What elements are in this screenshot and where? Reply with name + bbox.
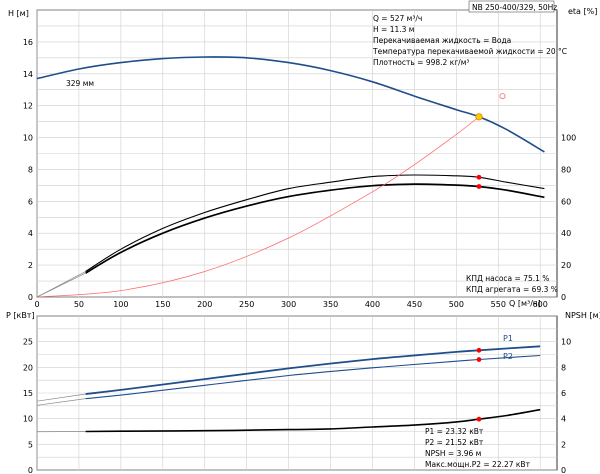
x-tick-label: 50 — [74, 300, 84, 309]
info-line: Плотность = 998.2 кг/м³ — [373, 58, 469, 67]
y-tick-label: 10 — [23, 134, 33, 143]
info-line: Перекачиваемая жидкость = Вода — [373, 36, 511, 45]
power-point-marker — [476, 357, 482, 362]
y-tick-label: 20 — [23, 363, 33, 372]
y2-tick-label: 6 — [561, 389, 566, 398]
chart-title: NB 250-400/329, 50Hz — [472, 3, 557, 12]
y-tick-label: 4 — [28, 229, 33, 238]
top-x-axis-label: Q [м³/ч] — [509, 299, 541, 308]
y-tick-label: 16 — [23, 38, 33, 47]
x-tick-label: 600 — [533, 300, 548, 309]
p2-series-label: P2 — [503, 352, 513, 361]
y-tick-label: 2 — [28, 261, 33, 270]
impeller-diameter-label: 329 мм — [66, 79, 94, 88]
y-tick-label: 5 — [28, 440, 33, 449]
series-line-P2 — [85, 354, 541, 400]
y2-tick-label: 10 — [561, 338, 571, 347]
power-point-marker — [476, 347, 482, 353]
y-tick-label: 8 — [28, 165, 33, 174]
pump-efficiency-text: КПД насоса = 75.1 % — [466, 274, 549, 283]
x-tick-label: 400 — [365, 300, 380, 309]
y2-tick-label: 4 — [561, 415, 566, 424]
reference-point-marker — [499, 93, 506, 100]
max-power-info-line: Макс.мощн.P2 = 22.27 кВт — [425, 460, 531, 469]
title-box — [468, 0, 555, 13]
p1-info-line: P1 = 23.32 кВт — [425, 427, 484, 436]
y2-tick-label: 60 — [561, 197, 571, 206]
series-line-P1 — [85, 345, 541, 395]
efficiency-extension-line — [36, 272, 86, 298]
y-tick-label: 12 — [23, 102, 33, 111]
x-tick-label: 300 — [281, 300, 296, 309]
series-line-NPSH — [85, 408, 541, 433]
y-tick-label: 10 — [23, 415, 33, 424]
info-line: Температура перекачиваемой жидкости = 20… — [372, 47, 567, 56]
y2-tick-label: 40 — [561, 229, 571, 238]
x-tick-label: 150 — [155, 300, 170, 309]
x-tick-label: 350 — [323, 300, 338, 309]
y-tick-label: 14 — [23, 70, 33, 79]
series-extension-line — [36, 393, 86, 402]
bottom-y-axis-label: P [кВт] — [6, 311, 35, 320]
y2-tick-label: 2 — [561, 440, 566, 449]
power-point-marker — [476, 416, 482, 422]
info-line: Q = 527 м³/ч — [373, 14, 422, 23]
bottom-y2-axis-label: NPSH [м] — [565, 311, 600, 320]
y2-tick-label: 100 — [561, 134, 576, 143]
top-y-axis-label: H [м] — [8, 9, 29, 18]
x-tick-label: 250 — [239, 300, 254, 309]
y2-tick-label: 80 — [561, 165, 571, 174]
series-extension-line — [36, 398, 86, 406]
y-tick-label: 15 — [23, 389, 33, 398]
x-tick-label: 550 — [491, 300, 506, 309]
info-line: H = 11.3 м — [373, 25, 414, 34]
x-tick-label: 450 — [407, 300, 422, 309]
y-tick-label: 0 — [28, 466, 33, 474]
markers-layer — [475, 93, 506, 422]
efficiency-point-marker — [476, 174, 482, 180]
x-tick-label: 100 — [113, 300, 128, 309]
y2-tick-label: 20 — [561, 261, 571, 270]
top-panel: 0 50 100 150 200 250 300 350 400 450 500 550 6000246… — [8, 0, 597, 309]
bottom-grid: 0 5 10 15 20 25 0 2 4 6 8 10 — [23, 315, 571, 474]
npsh-info-line: NPSH = 3.96 м — [425, 449, 481, 458]
y2-tick-label: 0 — [561, 466, 566, 474]
y-tick-label: 0 — [28, 293, 33, 302]
efficiency-point-marker — [476, 184, 482, 189]
y2-tick-label: 8 — [561, 363, 566, 372]
x-tick-label: 0 — [34, 300, 39, 309]
curves-layer — [36, 56, 545, 433]
y-tick-label: 25 — [23, 338, 33, 347]
y2-tick-label: 0 — [561, 293, 566, 302]
duty-point-marker — [475, 113, 483, 121]
p2-info-line: P2 = 21.52 кВт — [425, 438, 484, 447]
top-y2-axis-label: eta [%] — [568, 7, 597, 16]
x-tick-label: 500 — [449, 300, 464, 309]
x-tick-label: 200 — [197, 300, 212, 309]
y-tick-label: 6 — [28, 197, 33, 206]
bottom-panel: 0 5 10 15 20 25 0 2 4 6 8 10 P [кВт] NPSH [м] P1 = … — [6, 311, 600, 474]
unit-efficiency-text: КПД агрегата = 69.3 % — [466, 285, 558, 294]
p1-series-label: P1 — [503, 334, 513, 343]
series-line-Система — [36, 116, 480, 298]
